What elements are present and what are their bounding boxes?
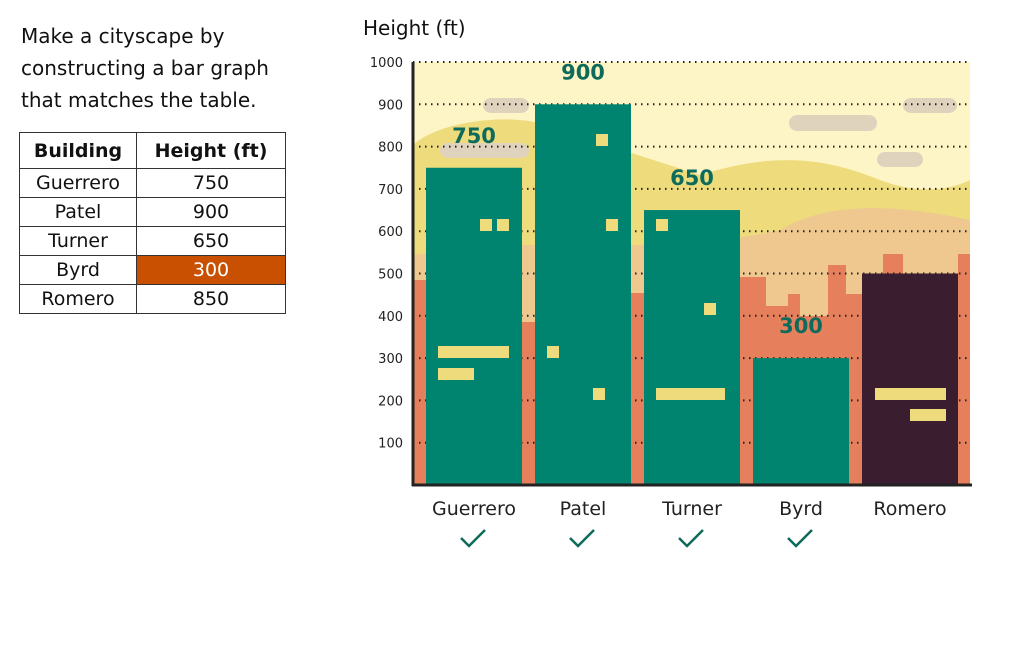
cell-highlighted: 300 bbox=[136, 255, 286, 285]
y-tick-label: 1000 bbox=[370, 56, 403, 71]
cell: 650 bbox=[136, 226, 286, 256]
y-tick-label: 100 bbox=[378, 437, 403, 452]
y-tick-label: 700 bbox=[378, 183, 403, 198]
checkmark-icon bbox=[787, 529, 813, 548]
bar-romero[interactable] bbox=[862, 273, 958, 486]
y-tick-label: 800 bbox=[378, 141, 403, 156]
instructions: Make a cityscape by constructing a bar g… bbox=[21, 24, 269, 112]
data-table: Building Height (ft) Guerrero 750 Patel 900… bbox=[19, 132, 286, 314]
header-building: Building bbox=[19, 132, 137, 169]
cell: Romero bbox=[19, 284, 137, 314]
y-tick-label: 300 bbox=[378, 352, 403, 367]
bar-turner[interactable] bbox=[644, 210, 740, 486]
x-tick-label: Guerrero bbox=[432, 498, 516, 520]
cell: Patel bbox=[19, 197, 137, 227]
bar-byrd[interactable] bbox=[753, 358, 849, 485]
bar-patel[interactable] bbox=[535, 104, 631, 486]
table-row: Byrd 300 bbox=[19, 255, 286, 285]
value-label: 650 bbox=[670, 166, 714, 190]
building-windows bbox=[438, 134, 946, 421]
y-tick-label: 400 bbox=[378, 310, 403, 325]
table-row: Turner 650 bbox=[19, 226, 286, 256]
checkmark-icon bbox=[460, 529, 486, 548]
y-tick-label: 200 bbox=[378, 394, 403, 409]
table-row: Romero 850 bbox=[19, 284, 286, 314]
y-tick-label: 600 bbox=[378, 225, 403, 240]
y-tick-label: 500 bbox=[378, 268, 403, 283]
checkmark-icon bbox=[569, 529, 595, 548]
cell: Byrd bbox=[19, 255, 137, 285]
value-label: 900 bbox=[561, 60, 605, 84]
bar-guerrero[interactable] bbox=[426, 167, 522, 485]
value-label: 300 bbox=[779, 314, 823, 338]
cell: 900 bbox=[136, 197, 286, 227]
x-tick-label: Byrd bbox=[779, 498, 823, 520]
x-tick-label: Turner bbox=[661, 498, 722, 520]
value-label: 750 bbox=[452, 124, 496, 148]
cell: 850 bbox=[136, 284, 286, 314]
y-axis-label: Height (ft) bbox=[363, 16, 466, 40]
table-row: Patel 900 bbox=[19, 197, 286, 227]
cell: 750 bbox=[136, 168, 286, 198]
checkmark-icon bbox=[678, 529, 704, 548]
x-tick-label: Romero bbox=[873, 498, 946, 520]
y-tick-label: 900 bbox=[378, 98, 403, 113]
header-height: Height (ft) bbox=[136, 132, 286, 169]
x-tick-label: Patel bbox=[560, 498, 607, 520]
